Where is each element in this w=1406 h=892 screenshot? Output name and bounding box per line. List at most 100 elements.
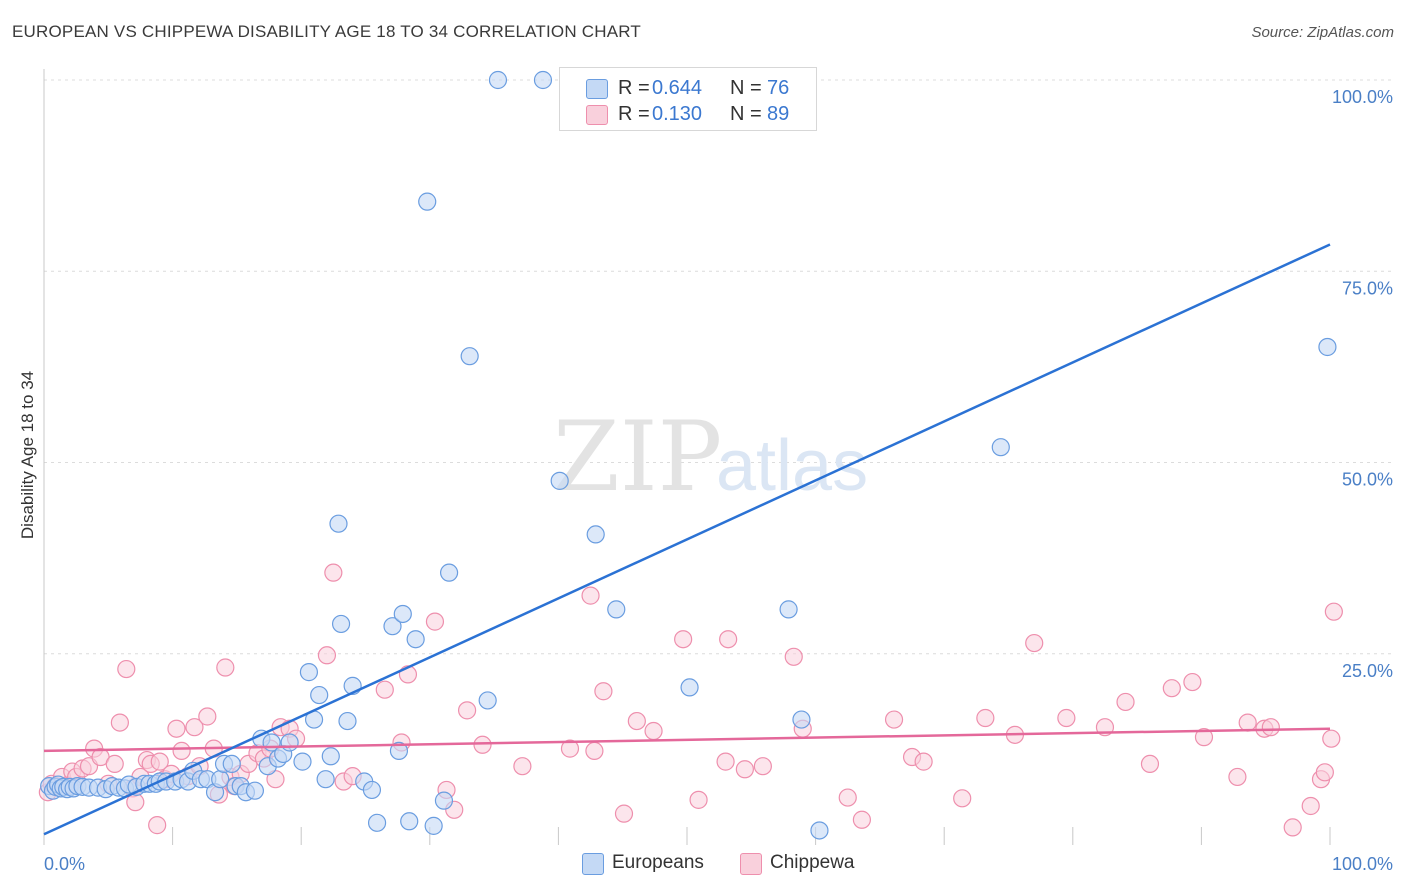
europeans-point [316, 770, 335, 789]
chippewa-point [457, 701, 477, 720]
chippewa-point [324, 563, 343, 582]
europeans-point [439, 563, 459, 582]
x-tick-label: 0.0% [44, 854, 85, 874]
europeans-point [1318, 337, 1337, 357]
legend-label-europeans: Europeans [612, 852, 704, 873]
europeans-point [810, 821, 829, 840]
europeans-point [424, 816, 443, 835]
axes [43, 69, 1331, 845]
europeans-point [383, 617, 402, 636]
europeans-trend-line [43, 243, 1331, 836]
europeans-point [400, 812, 419, 831]
n-label: N = [730, 103, 762, 125]
europeans-point [460, 347, 479, 366]
europeans-point [779, 600, 798, 619]
chippewa-point [784, 647, 803, 666]
chippewa-point [185, 718, 204, 737]
r-value: 0.644 [652, 77, 703, 99]
europeans-point [280, 733, 299, 752]
r-label: R = [618, 77, 650, 99]
chippewa-point [105, 754, 124, 774]
chippewa-point [585, 741, 604, 761]
chippewa-point [1140, 754, 1160, 774]
chippewa-point [198, 707, 217, 726]
chippewa-point [110, 713, 129, 732]
chippewa-point [627, 711, 646, 731]
n-value: 76 [767, 77, 790, 99]
chippewa-point [1322, 729, 1341, 748]
chippewa-point [560, 739, 580, 758]
chippewa-point [1228, 767, 1247, 787]
chippewa-point [375, 680, 394, 699]
europeans-point [329, 514, 348, 533]
chippewa-point [594, 682, 613, 701]
chippewa-point [581, 586, 600, 605]
chippewa-point [1315, 763, 1334, 782]
europeans-point [211, 770, 230, 789]
chippewa-point [953, 789, 972, 808]
europeans-point [367, 813, 387, 832]
europeans-point [533, 70, 553, 90]
legend-row-europeans: R = 0.644 N = 76 [560, 75, 816, 101]
y-tick-label: 75.0% [1342, 278, 1393, 298]
europeans-swatch [582, 853, 604, 875]
chippewa-point [644, 721, 663, 741]
europeans-point [586, 525, 605, 544]
chippewa-point [976, 708, 995, 728]
chippewa-point [317, 646, 337, 665]
watermark-zip: ZIP [553, 401, 722, 513]
chippewa-point [1116, 692, 1135, 712]
n-label: N = [730, 77, 762, 99]
chippewa-point [1162, 679, 1181, 698]
chippewa-point [150, 752, 169, 771]
chippewa-point [117, 659, 136, 679]
europeans-point [321, 747, 340, 766]
europeans-point [478, 691, 497, 710]
watermark: ZIP atlas [553, 401, 868, 513]
chippewa-point [735, 760, 754, 779]
chippewa-point [719, 630, 738, 649]
x-tick-label: 100.0% [1332, 854, 1393, 874]
europeans-point [792, 710, 811, 729]
europeans-point [222, 754, 241, 774]
r-label: R = [618, 103, 650, 125]
chippewa-point [167, 719, 186, 738]
chippewa-point [716, 752, 735, 771]
chippewa-point [1301, 796, 1320, 816]
y-tick-label: 100.0% [1332, 87, 1393, 107]
europeans-point [299, 663, 319, 682]
chippewa-point [513, 757, 532, 776]
europeans-point [389, 741, 409, 761]
chippewa-point [852, 810, 871, 829]
chippewa-point [216, 658, 235, 677]
europeans-point [488, 70, 508, 90]
chippewa-point [1283, 818, 1302, 837]
legend-label-chippewa: Chippewa [770, 852, 855, 873]
grid-lines [44, 79, 1392, 655]
chippewa-point [1057, 708, 1076, 728]
watermark-atlas: atlas [716, 426, 868, 506]
y-tick-label: 25.0% [1342, 661, 1393, 681]
correlation-legend: R = 0.644 N = 76 R = 0.130 N = 89 [559, 67, 817, 131]
europeans-point [293, 752, 312, 771]
chippewa-point [689, 790, 708, 809]
europeans-point [680, 678, 699, 697]
europeans-point [245, 781, 265, 800]
chippewa-point [1261, 718, 1280, 737]
europeans-point [338, 711, 357, 731]
chippewa-trend-line [43, 727, 1331, 753]
source-label: Source: ZipAtlas.com [1251, 24, 1394, 41]
europeans-point [331, 614, 351, 634]
chippewa-point [1183, 672, 1202, 692]
chippewa-swatch [586, 105, 608, 125]
chippewa-point [614, 804, 634, 823]
europeans-point [393, 604, 412, 624]
y-tick-label: 50.0% [1342, 470, 1393, 490]
chippewa-point [753, 757, 772, 776]
chippewa-point [914, 752, 933, 771]
chippewa-swatch [740, 853, 762, 875]
chippewa-point [1238, 713, 1257, 732]
europeans-point [434, 791, 454, 810]
chart-title: EUROPEAN VS CHIPPEWA DISABILITY AGE 18 T… [12, 22, 641, 41]
